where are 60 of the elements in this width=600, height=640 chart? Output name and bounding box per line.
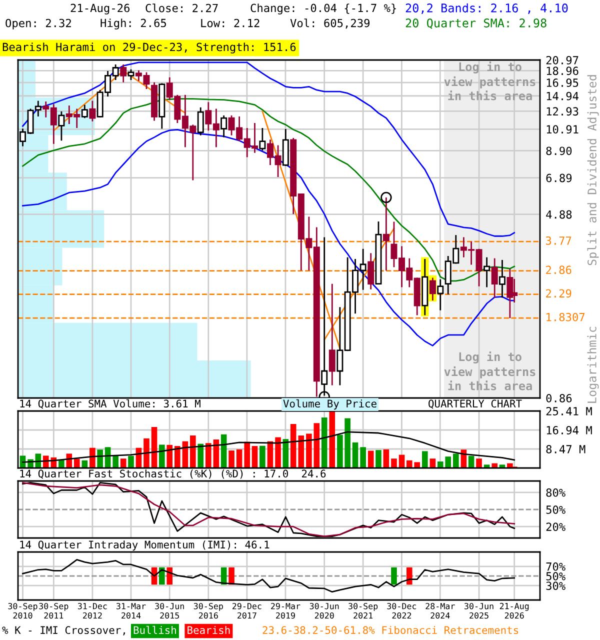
- x-tick-label: 30-Sep 2011: [39, 602, 68, 619]
- y-tick-label: 20%: [546, 522, 566, 532]
- text: Bearish Harami on 29-Dec-23, Strength: 151.6: [2, 42, 296, 54]
- text: Low: 2.12: [201, 18, 260, 28]
- ref-line-label: 2.29: [546, 289, 572, 298]
- x-tick-label: 30-Jun 2020: [310, 602, 339, 619]
- x-tick-label: 28-Mar 2024: [426, 602, 455, 619]
- x-tick-label: 29-Dec 2017: [232, 602, 262, 619]
- x-tick-label: 30-Sep 2016: [194, 602, 223, 619]
- text: Vol: 605,239: [290, 18, 370, 29]
- text: Logarithmic: [587, 326, 599, 403]
- x-tick-label: 30-Dec 2022: [387, 602, 416, 619]
- chart-title: 14 Quarter Fast Stochastic (%K) (%D) : 17.0 24.6: [20, 469, 326, 479]
- chart-title: 14 Quarter Intraday Momentum (IMI): 46.1: [20, 540, 270, 551]
- text: Change: -0.04 {-1.7 %}: [250, 4, 396, 14]
- x-tick-label: 31-Dec 2012: [78, 602, 107, 619]
- x-tick-label: 30-Jun 2025: [464, 602, 494, 619]
- text: 23.6-38.2-50-61.8% Fibonacci Retracements: [262, 626, 518, 634]
- text: High: 2.65: [100, 18, 166, 30]
- x-tick-label: 21-Aug 2026: [500, 602, 529, 619]
- y-tick-label: 6.89: [546, 174, 572, 182]
- y-tick-label: 50%: [546, 572, 566, 580]
- y-tick-label: 4.88: [546, 210, 572, 219]
- text: Bullish: [134, 626, 176, 634]
- y-tick-label: 8.90: [546, 146, 572, 156]
- legend-title: % K - IMI Crossover,: [2, 626, 125, 636]
- ref-line-label: 1.8307: [546, 312, 585, 322]
- text: QUARTERLY CHART: [428, 400, 522, 409]
- y-tick-label: 16.95: [546, 78, 578, 87]
- y-tick-label: 8.47 M: [546, 445, 586, 454]
- annotation: Log in to view patterns in this area: [444, 61, 536, 100]
- y-tick-label: 12.93: [546, 107, 578, 116]
- y-tick-label: 70%: [546, 562, 566, 571]
- y-tick-label: 10.91: [546, 125, 578, 134]
- ref-line-label: 2.86: [546, 266, 572, 274]
- y-axis-title: Split and Dividend Adjusted: [587, 75, 599, 266]
- text: Open: 2.32: [6, 18, 71, 30]
- y-tick-label: 0.86: [546, 394, 572, 402]
- x-tick-label: 31-Mar 2014: [116, 602, 146, 619]
- x-axis-title: Volume By Price: [283, 399, 376, 410]
- x-tick-label: 30-Jun 2015: [155, 602, 184, 619]
- ref-line-label: 3.77: [546, 236, 572, 245]
- x-tick-label: 30-Sep 2021: [348, 602, 378, 619]
- text: Bearish: [188, 626, 230, 634]
- y-tick-label: 20.97: [546, 56, 578, 64]
- text: 21-Aug-26: [70, 4, 130, 14]
- y-tick-label: 16.94 M: [546, 426, 592, 434]
- annotation: Log in to view patterns in this area: [444, 351, 536, 390]
- text: 20 Quarter SMA: 2.98: [406, 18, 546, 29]
- text: 20,2 Bands: 2.16 , 4.10: [406, 3, 568, 14]
- text: Close: 2.27: [146, 4, 218, 12]
- x-tick-label: 29-Mar 2019: [271, 602, 300, 619]
- y-tick-label: 30%: [546, 582, 566, 590]
- x-tick-label: 30-Sep 2010: [8, 602, 38, 619]
- chart-title: 14 Quarter SMA Volume: 3.61 M: [20, 399, 200, 409]
- y-tick-label: 80%: [546, 488, 566, 497]
- y-tick-label: 18.96: [546, 66, 578, 76]
- y-tick-label: 50%: [546, 506, 566, 514]
- y-tick-label: 25.41 M: [546, 407, 592, 416]
- y-tick-label: 14.94: [546, 92, 578, 100]
